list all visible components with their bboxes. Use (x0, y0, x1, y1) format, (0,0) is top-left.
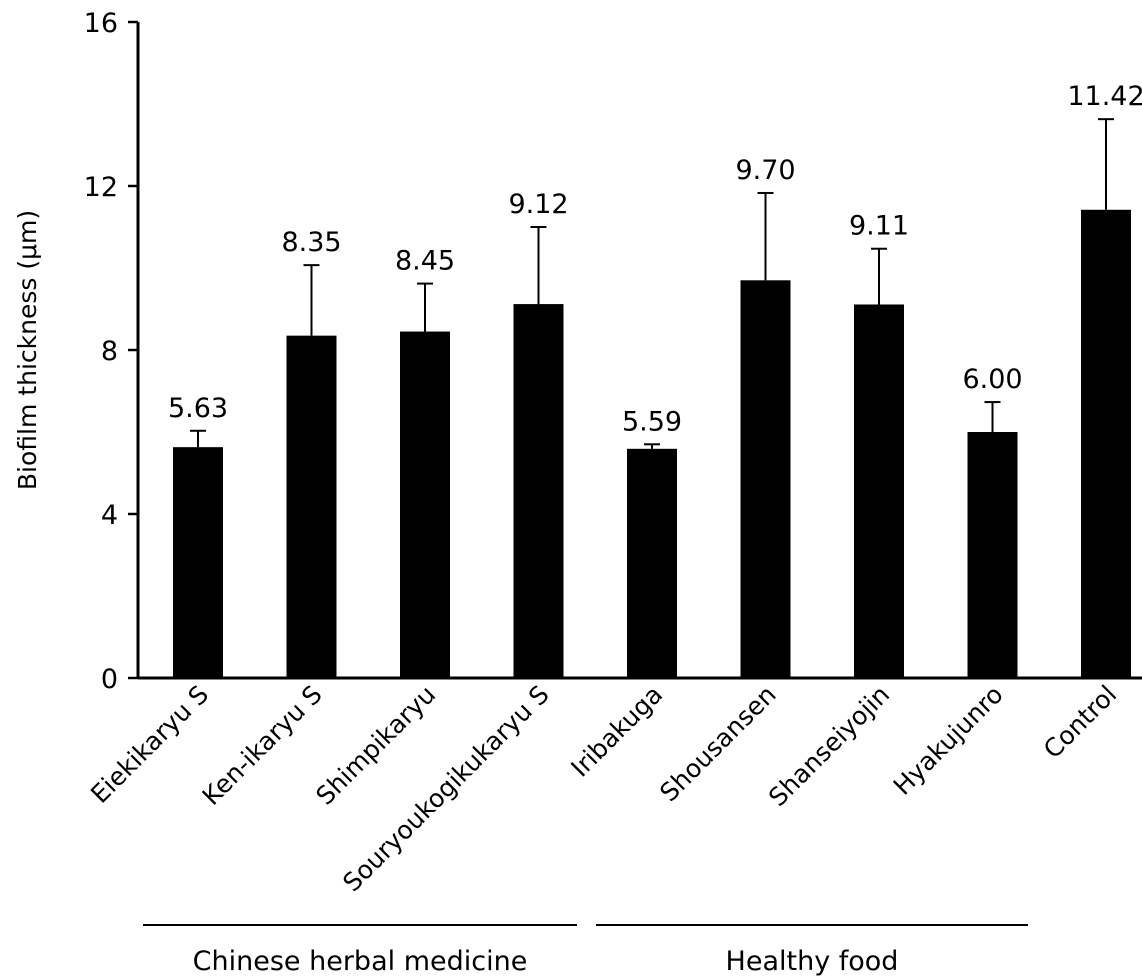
bar (740, 280, 791, 678)
bar (513, 304, 564, 678)
bar (967, 432, 1018, 678)
data-label: 6.00 (962, 364, 1022, 395)
data-label: 8.45 (395, 246, 455, 277)
error-bars (190, 118, 1114, 449)
group-label: Healthy food (726, 946, 899, 977)
y-axis: 0 4 8 12 16 (84, 8, 140, 695)
x-tick-label: Iribakuga (565, 680, 668, 783)
y-tick-label: 16 (84, 8, 118, 39)
group-brackets: Chinese herbal medicine Healthy food (143, 924, 1028, 977)
x-tick-label: Souryoukogikukaryu S (337, 680, 554, 897)
x-tick-label: Control (1038, 680, 1122, 764)
data-label: 9.11 (849, 211, 909, 242)
data-label: 8.35 (281, 227, 341, 258)
x-tick-label: Shousansen (654, 680, 781, 807)
y-tick-label: 0 (101, 664, 118, 695)
y-axis-title: Biofilm thickness (μm) (13, 210, 42, 490)
data-label: 9.70 (735, 155, 795, 186)
x-tick-label: Hyakujunro (888, 680, 1009, 801)
bar (286, 335, 337, 678)
data-label: 9.12 (508, 189, 568, 220)
bar (854, 304, 904, 678)
x-tick-label: Shanseiyojin (763, 680, 895, 812)
bars (173, 209, 1131, 678)
y-tick-label: 4 (101, 500, 118, 531)
bar (627, 448, 677, 678)
bar (1081, 209, 1131, 678)
bar (173, 447, 223, 678)
data-label: 5.63 (168, 393, 228, 424)
x-tick-label: Eiekikaryu S (85, 680, 214, 809)
value-labels: 5.63 8.35 8.45 9.12 5.59 9.70 9.11 6.00 11.42 (168, 81, 1142, 437)
y-tick-label: 8 (101, 336, 118, 367)
data-label: 5.59 (622, 406, 682, 437)
group-label: Chinese herbal medicine (193, 946, 528, 977)
data-label: 11.42 (1067, 81, 1142, 112)
bar (400, 331, 450, 678)
y-tick-label: 12 (84, 172, 118, 203)
x-tick-label: Ken-ikaryu S (197, 680, 328, 811)
